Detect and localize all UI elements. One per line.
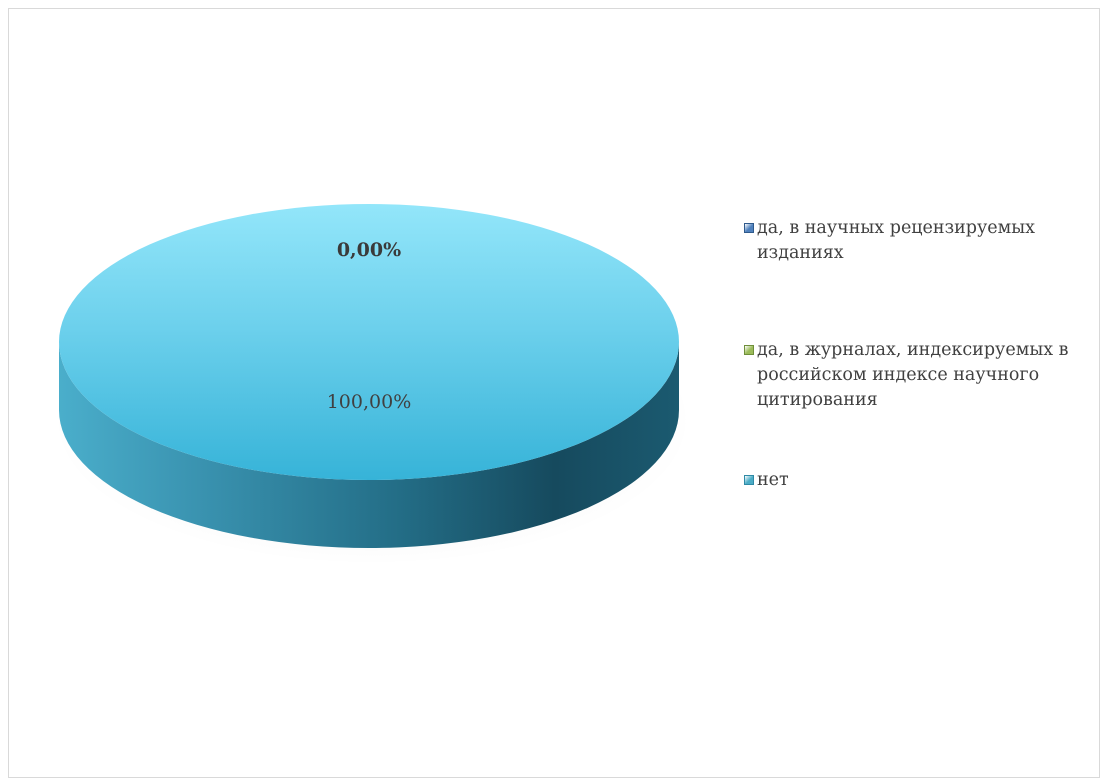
legend-label: да, в научных рецензируемых изданиях — [757, 216, 1096, 266]
legend-swatch — [744, 345, 754, 355]
data-label-zero: 0,00% — [337, 239, 401, 261]
legend-swatch — [744, 475, 754, 485]
legend-swatch — [744, 223, 754, 233]
data-label-full: 100,00% — [327, 391, 412, 413]
legend-item: нет — [744, 468, 789, 493]
legend-label: нет — [757, 468, 789, 493]
legend-label: да, в журналах, индексируемых в российск… — [757, 338, 1096, 413]
legend-item: да, в научных рецензируемых изданиях — [744, 216, 1096, 266]
legend-item: да, в журналах, индексируемых в российск… — [744, 338, 1096, 413]
